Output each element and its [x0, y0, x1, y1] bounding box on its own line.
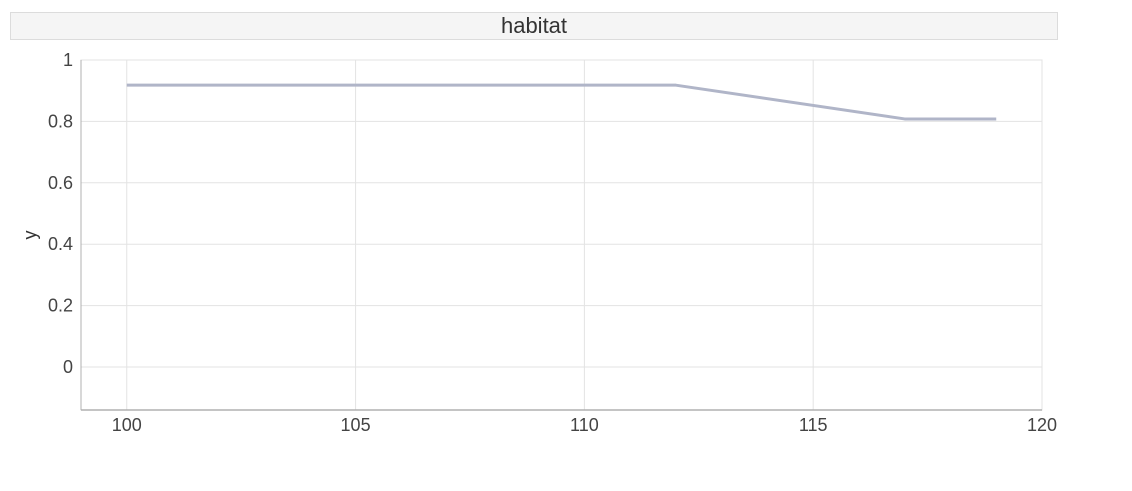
x-tick-label: 120: [1027, 415, 1057, 435]
x-tick-label: 105: [341, 415, 371, 435]
x-tick-label: 115: [799, 415, 828, 435]
plot-frame: [80, 59, 1043, 411]
y-tick-label: 0: [63, 357, 73, 377]
y-tick-label: 0.8: [48, 111, 73, 131]
y-tick-label: 0.2: [48, 296, 73, 316]
x-tick-label: 100: [112, 415, 142, 435]
chart-title: habitat: [10, 12, 1058, 40]
y-tick-label: 0.4: [48, 234, 73, 254]
x-tick-label: 110: [570, 415, 599, 435]
y-axis-title: y: [20, 231, 40, 240]
y-tick-label: 1: [63, 50, 73, 70]
series-line: [126, 83, 997, 121]
y-tick-label: 0.6: [48, 173, 73, 193]
